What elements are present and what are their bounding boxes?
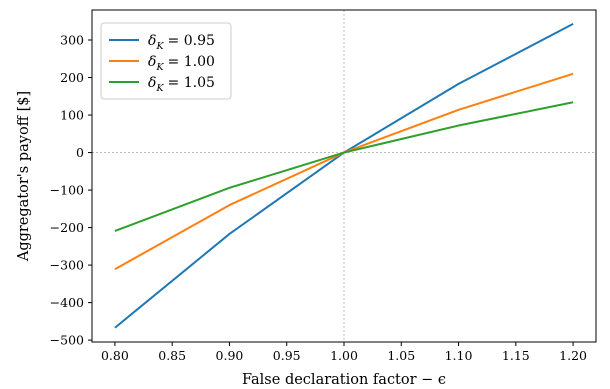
y-tick-label: 200 (60, 70, 84, 85)
legend-label-2: δK = 1.05 (148, 75, 215, 94)
legend-box (100, 22, 232, 100)
x-tick-label: 1.10 (445, 348, 473, 363)
legend-symbol: δ (148, 75, 156, 91)
legend-value: = 1.05 (168, 75, 215, 91)
y-axis-ticks: 300 200 100 0 −100 −200 −300 −400 −500 (50, 33, 92, 348)
x-axis-ticks: 0.80 0.85 0.90 0.95 1.00 1.05 1.10 1.15 1.20 (101, 342, 587, 363)
series-lines (114, 22, 574, 329)
y-tick-label: 0 (76, 145, 84, 160)
x-tick-label: 1.05 (387, 348, 415, 363)
legend-label-0: δK = 0.95 (148, 33, 215, 52)
x-tick-label: 1.20 (559, 348, 587, 363)
y-tick-label: 300 (60, 33, 84, 48)
y-axis-label: Aggregator's payoff [$] (16, 91, 32, 262)
legend-value: = 1.00 (168, 54, 215, 70)
y-tick-label: −500 (50, 333, 84, 348)
legend-symbol: δ (148, 33, 156, 49)
y-tick-label: −300 (50, 258, 84, 273)
y-tick-label: −100 (50, 183, 84, 198)
y-tick-label: −400 (50, 295, 84, 310)
legend-subscript: K (155, 62, 164, 73)
y-tick-label: 100 (60, 108, 84, 123)
x-tick-label: 1.00 (330, 348, 358, 363)
x-tick-label: 1.15 (502, 348, 530, 363)
x-tick-label: 0.85 (158, 348, 186, 363)
legend-subscript: K (155, 41, 164, 52)
x-axis-label: False declaration factor − ϵ (242, 372, 446, 388)
legend-value: = 0.95 (168, 33, 215, 49)
x-tick-label: 0.95 (273, 348, 301, 363)
x-tick-label: 0.80 (101, 348, 129, 363)
legend-symbol: δ (148, 54, 156, 70)
legend-label-1: δK = 1.00 (148, 54, 215, 73)
y-tick-label: −200 (50, 220, 84, 235)
series-line-2 (114, 101, 574, 232)
x-tick-label: 0.90 (216, 348, 244, 363)
legend-subscript: K (155, 83, 164, 94)
